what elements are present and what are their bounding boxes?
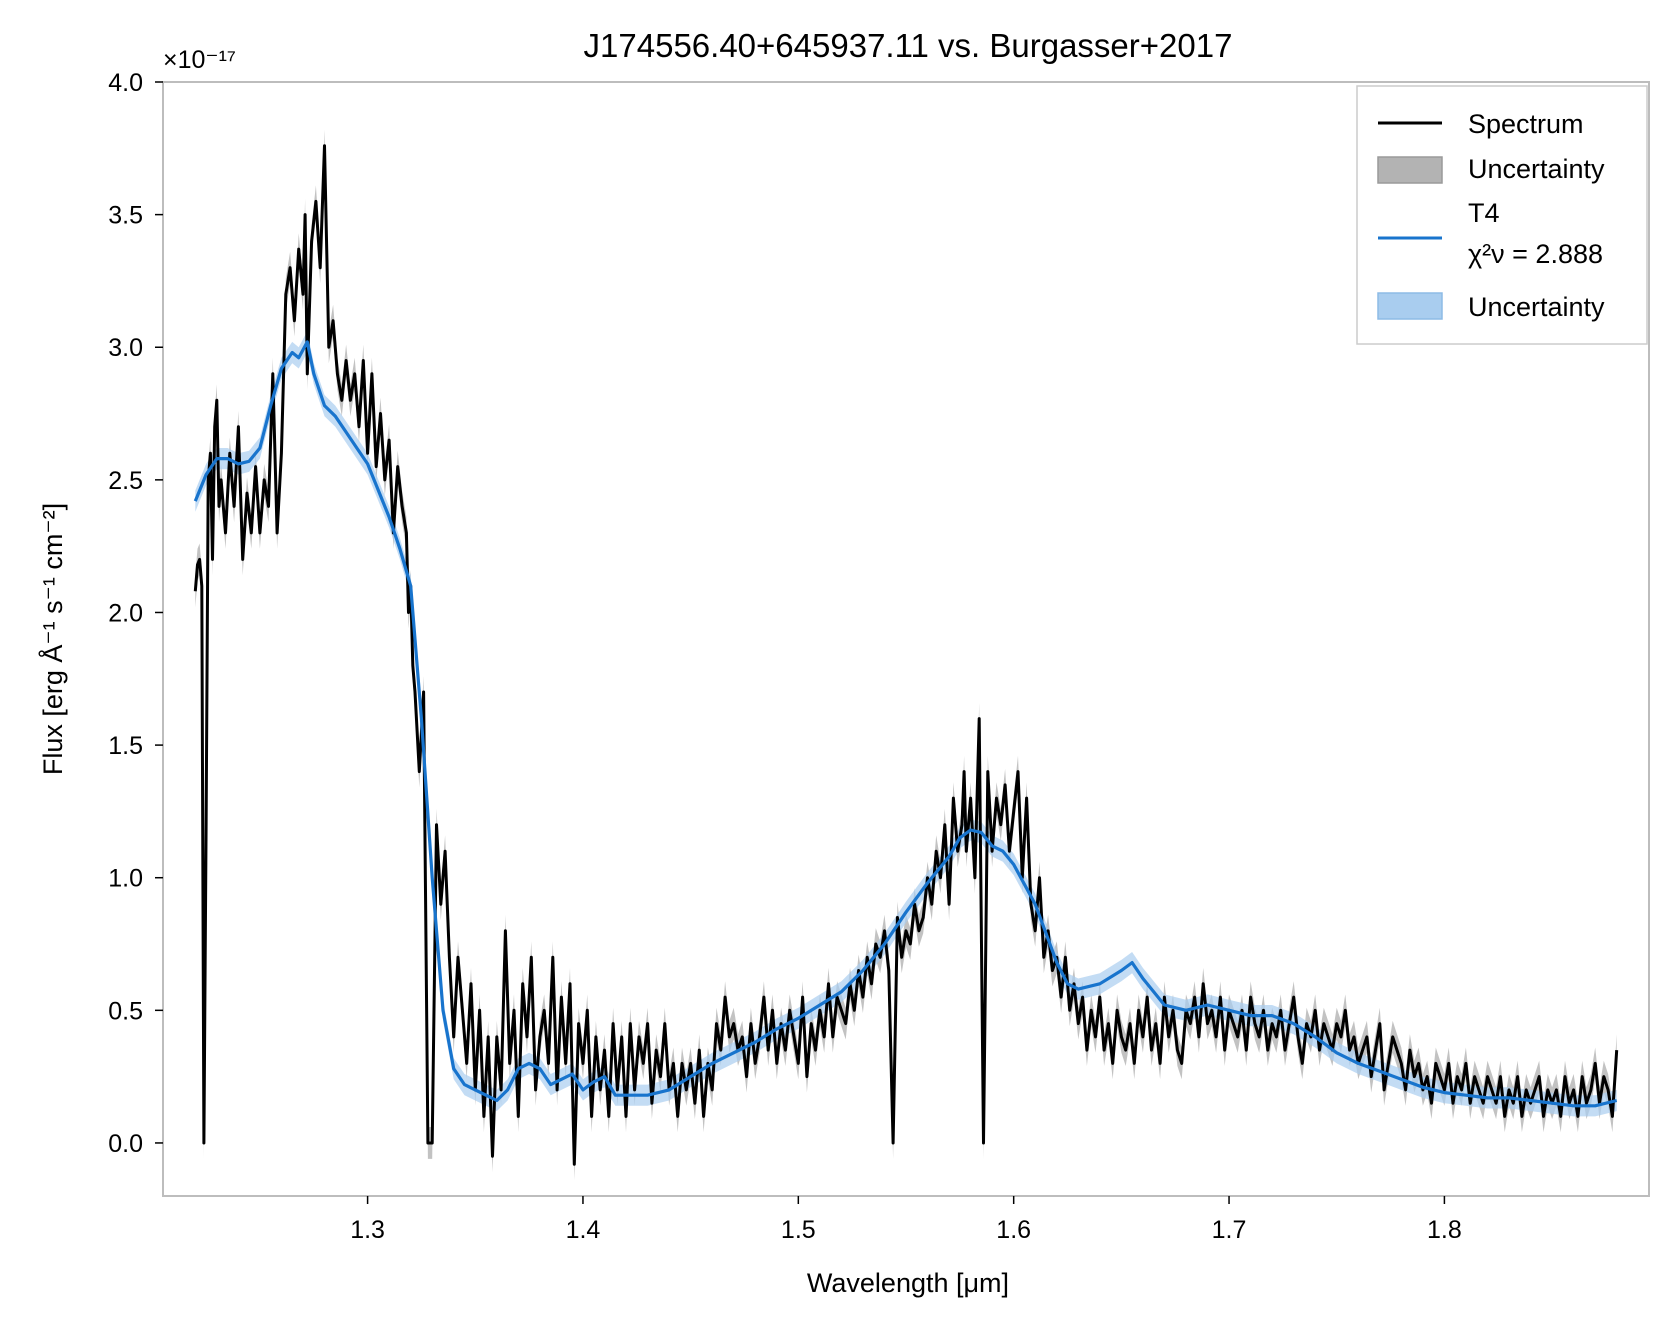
legend-spectrum-uncertainty-patch (1377, 156, 1443, 184)
y-tick-label: 1.0 (108, 865, 143, 893)
plot-area (193, 129, 1619, 1181)
legend-spectrum-uncertainty-label: Uncertainty (1468, 154, 1605, 184)
legend: Spectrum Uncertainty T4 χ²ν = 2.888 Unce… (1356, 85, 1648, 345)
t4-line (193, 340, 1618, 1108)
legend-model-uncertainty-label: Uncertainty (1468, 292, 1605, 322)
x-tick-label: 1.5 (781, 1216, 816, 1244)
x-axis: 1.3 1.4 1.5 1.6 1.7 1.8 (350, 1196, 1462, 1244)
legend-model-uncertainty-patch (1377, 292, 1443, 320)
legend-model-chi2-label: χ²ν = 2.888 (1468, 239, 1603, 269)
x-tick-label: 1.6 (996, 1216, 1031, 1244)
x-tick-label: 1.7 (1212, 1216, 1247, 1244)
x-tick-label: 1.3 (350, 1216, 385, 1244)
spectrum-uncertainty-band (195, 129, 1617, 1181)
y-axis: 0.0 0.5 1.0 1.5 2.0 2.5 3.0 3.5 4.0 (108, 69, 163, 1158)
y-tick-label: 4.0 (108, 69, 143, 97)
y-tick-label: 1.5 (108, 732, 143, 760)
y-tick-label: 3.0 (108, 334, 143, 362)
x-tick-label: 1.8 (1427, 1216, 1462, 1244)
y-offset-label: ×10⁻¹⁷ (163, 46, 236, 74)
t4-uncertainty-band (195, 331, 1617, 1117)
x-tick-label: 1.4 (566, 1216, 601, 1244)
axes-frame (162, 81, 1650, 1197)
y-tick-label: 2.0 (108, 599, 143, 627)
y-tick-label: 3.5 (108, 202, 143, 230)
y-tick-label: 0.0 (108, 1130, 143, 1158)
y-tick-label: 0.5 (108, 997, 143, 1025)
y-axis-label: Flux [erg Å⁻¹ s⁻¹ cm⁻²] (37, 503, 68, 775)
legend-spectrum-label: Spectrum (1468, 109, 1584, 139)
chart-title: J174556.40+645937.11 vs. Burgasser+2017 (584, 27, 1233, 64)
legend-model-label: T4 (1468, 198, 1500, 228)
y-tick-label: 2.5 (108, 467, 143, 495)
x-axis-label: Wavelength [μm] (807, 1268, 1009, 1298)
